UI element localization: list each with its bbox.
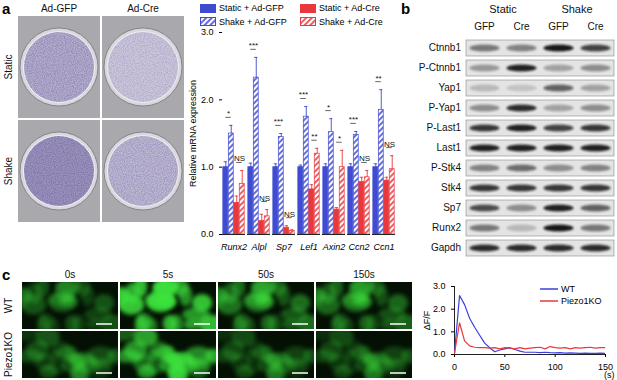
svg-text:Static: Static	[489, 3, 517, 15]
svg-text:Relative mRNA expression: Relative mRNA expression	[188, 80, 198, 187]
svg-text:0.0: 0.0	[433, 349, 446, 359]
svg-text:Ad-Cre: Ad-Cre	[127, 3, 159, 14]
svg-text:3.0: 3.0	[433, 281, 446, 291]
svg-text:Ccn1: Ccn1	[373, 242, 394, 252]
svg-text:P-Ctnnb1: P-Ctnnb1	[419, 62, 462, 73]
svg-text:Gapdh: Gapdh	[431, 242, 461, 253]
svg-text:1.0: 1.0	[201, 162, 214, 172]
svg-text:***: ***	[249, 41, 258, 50]
svg-text:Stk4: Stk4	[441, 182, 461, 193]
svg-text:50: 50	[500, 362, 510, 372]
svg-text:Last1: Last1	[437, 142, 462, 153]
svg-text:Alpl: Alpl	[250, 242, 267, 252]
svg-text:P-Last1: P-Last1	[427, 122, 462, 133]
html-text:Piezo1KO: Piezo1KO	[561, 296, 602, 306]
html-text:Static + Ad-Cre: Static + Ad-Cre	[319, 3, 380, 14]
svg-text:NS: NS	[259, 194, 270, 203]
svg-text:Cre: Cre	[587, 21, 604, 32]
svg-text:0s: 0s	[65, 269, 76, 280]
svg-text:1.0: 1.0	[433, 327, 446, 337]
svg-text:150: 150	[598, 361, 613, 372]
svg-text:Runx2: Runx2	[432, 222, 461, 233]
svg-text:*: *	[227, 109, 230, 118]
svg-text:NS: NS	[234, 154, 245, 163]
svg-text:50s: 50s	[258, 269, 274, 280]
svg-text:*: *	[327, 103, 330, 112]
svg-text:GFP: GFP	[474, 21, 495, 32]
svg-text:***: ***	[349, 115, 358, 124]
svg-text:Ad-GFP: Ad-GFP	[41, 3, 77, 14]
svg-text:0: 0	[452, 362, 457, 372]
html-text:Static + Ad-GFP: Static + Ad-GFP	[219, 3, 284, 14]
svg-text:Shake: Shake	[561, 3, 592, 15]
svg-text:3.0: 3.0	[201, 27, 214, 37]
svg-text:P-Stk4: P-Stk4	[431, 162, 461, 173]
svg-text:*: *	[338, 134, 341, 143]
svg-text:Sp7: Sp7	[443, 202, 461, 213]
html-text:Shake + Ad-GFP: Shake + Ad-GFP	[219, 16, 287, 27]
html-text:a: a	[2, 0, 11, 17]
svg-text:P-Yap1: P-Yap1	[428, 102, 461, 113]
svg-text:GFP: GFP	[548, 21, 569, 32]
svg-text:Lef1: Lef1	[300, 242, 318, 252]
svg-text:Runx2: Runx2	[221, 242, 247, 252]
html-text:b: b	[401, 0, 411, 17]
svg-text:100: 100	[548, 362, 563, 372]
svg-text:NS: NS	[359, 154, 370, 163]
svg-text:Yap1: Yap1	[438, 82, 461, 93]
svg-text:150s: 150s	[353, 269, 375, 280]
svg-text:Axin2: Axin2	[322, 242, 346, 252]
svg-text:0.0: 0.0	[201, 229, 214, 239]
svg-text:Shake: Shake	[3, 156, 14, 185]
svg-text:2.0: 2.0	[433, 304, 446, 314]
svg-text:Static: Static	[3, 54, 14, 79]
svg-text:NS: NS	[284, 210, 295, 219]
svg-text:(s): (s)	[604, 370, 615, 380]
html-text:Shake + Ad-Cre: Shake + Ad-Cre	[319, 16, 383, 27]
svg-text:**: **	[311, 132, 317, 141]
svg-text:ΔF/F: ΔF/F	[422, 310, 432, 330]
svg-text:Piezo1KO: Piezo1KO	[3, 332, 14, 377]
svg-text:**: **	[375, 74, 381, 83]
html-text:c: c	[2, 266, 11, 283]
svg-text:5s: 5s	[163, 269, 174, 280]
svg-text:Sp7: Sp7	[276, 242, 293, 252]
svg-text:***: ***	[274, 117, 283, 126]
html-text:WT: WT	[561, 284, 575, 294]
svg-text:WT: WT	[3, 298, 14, 314]
svg-text:2.0: 2.0	[201, 95, 214, 105]
svg-text:Ctnnb1: Ctnnb1	[429, 42, 462, 53]
svg-text:***: ***	[299, 90, 308, 99]
svg-text:NS: NS	[384, 140, 395, 149]
svg-text:Cre: Cre	[513, 21, 530, 32]
svg-text:Ccn2: Ccn2	[348, 242, 369, 252]
